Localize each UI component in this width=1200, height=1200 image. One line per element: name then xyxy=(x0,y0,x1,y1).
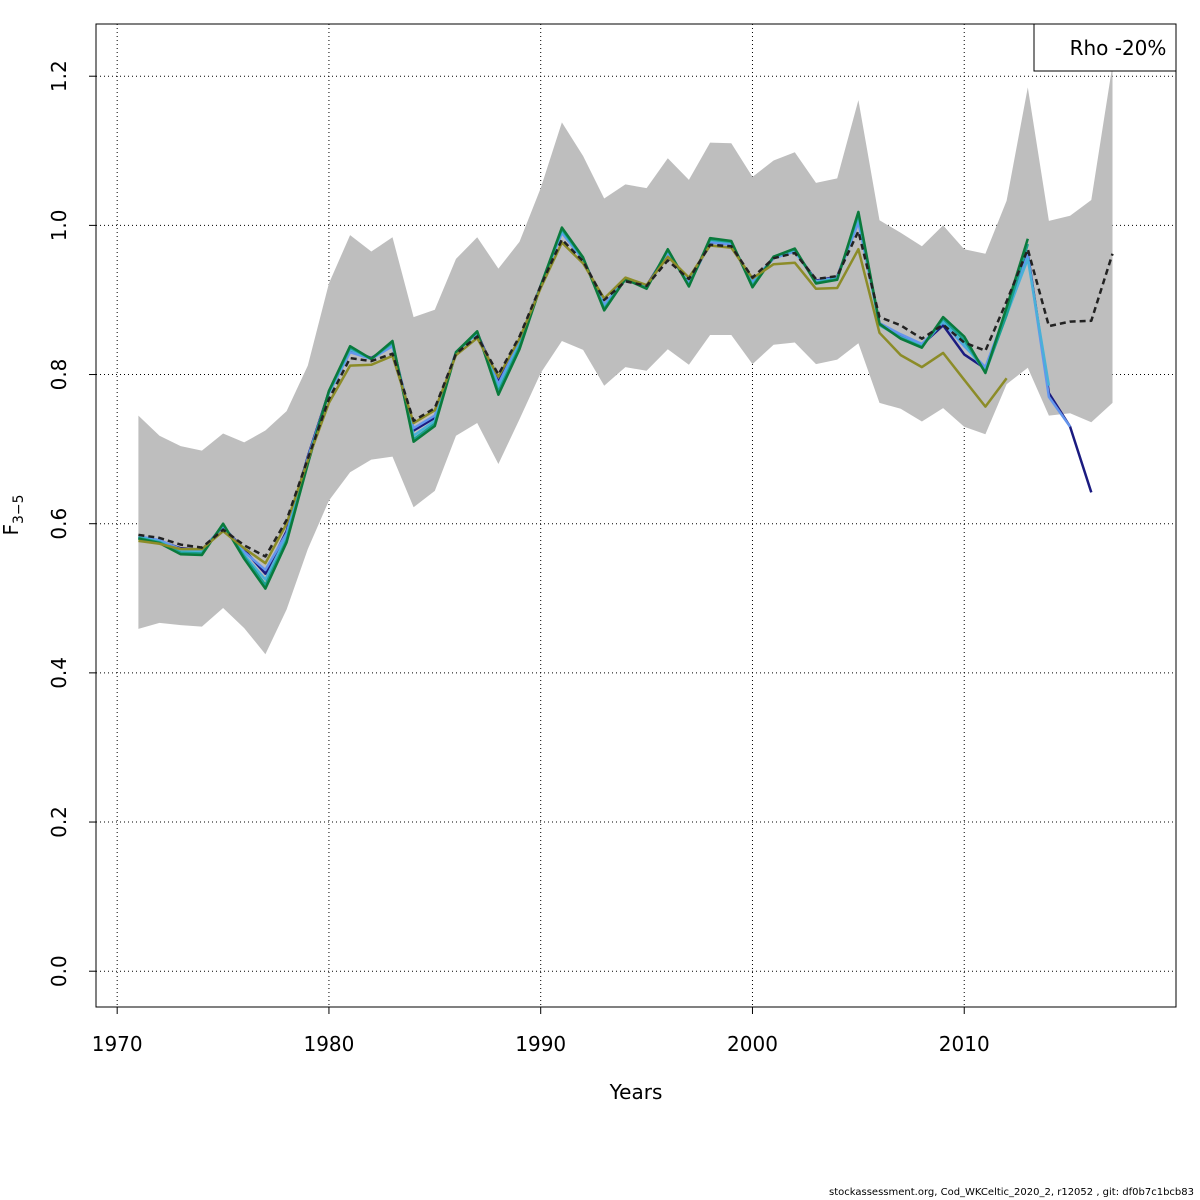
y-tick-label: 0.8 xyxy=(47,359,71,391)
footer-text: stockassessment.org, Cod_WKCeltic_2020_2… xyxy=(829,1187,1194,1198)
x-axis: 1970 1980 1990 2000 2010 xyxy=(92,1006,990,1056)
legend-box xyxy=(1033,23,1177,72)
y-axis-title-sub: 3−5 xyxy=(11,494,27,524)
confidence-band-area xyxy=(138,65,1113,655)
y-tick-label-group: 1.0 xyxy=(47,209,71,241)
x-tick-label: 1990 xyxy=(515,1032,566,1056)
y-tick-label-group: 0.8 xyxy=(47,359,71,391)
svg-text:F3−5: F3−5 xyxy=(0,494,27,535)
y-tick-label-group: 0.4 xyxy=(47,657,71,689)
y-tick-label-group: 1.2 xyxy=(47,60,71,92)
y-tick-label: 0.0 xyxy=(47,955,71,987)
x-tick-label: 2000 xyxy=(727,1032,778,1056)
x-tick-label: 1970 xyxy=(92,1032,143,1056)
x-axis-title: Years xyxy=(609,1080,663,1104)
series-line-6 xyxy=(138,241,1008,565)
series-lines xyxy=(138,210,1114,590)
confidence-band xyxy=(138,65,1113,655)
x-tick-label: 2010 xyxy=(939,1032,990,1056)
x-tick-label: 1980 xyxy=(303,1032,354,1056)
y-axis: 0.0 0.2 0.4 0.6 0.8 1.0 1.2 xyxy=(47,60,97,987)
legend-text: Rho -20% xyxy=(1070,36,1167,60)
y-tick-label: 1.2 xyxy=(47,60,71,92)
y-tick-label-group: 0.2 xyxy=(47,806,71,838)
y-tick-label: 1.0 xyxy=(47,209,71,241)
y-tick-label: 0.4 xyxy=(47,657,71,689)
y-tick-label-group: 0.0 xyxy=(47,955,71,987)
y-tick-label-group: 0.6 xyxy=(47,508,71,540)
y-tick-label: 0.2 xyxy=(47,806,71,838)
legend: Rho -20% xyxy=(1033,23,1177,72)
y-axis-title-main: F xyxy=(0,524,23,536)
series-line-5 xyxy=(138,210,1029,590)
y-tick-label: 0.6 xyxy=(47,508,71,540)
y-axis-title: F3−5 xyxy=(0,494,27,535)
